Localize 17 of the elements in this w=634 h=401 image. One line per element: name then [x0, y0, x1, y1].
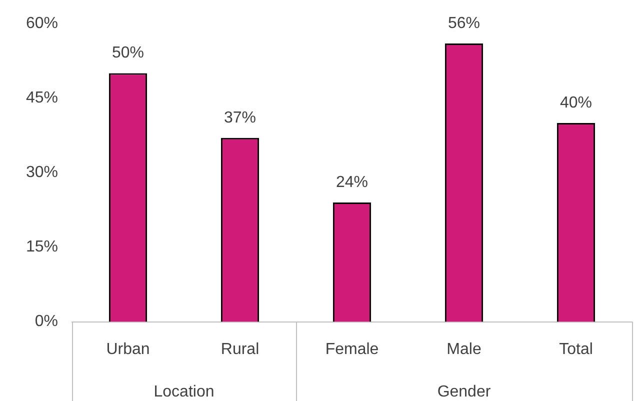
x-tick-label: Rural — [220, 340, 260, 358]
text: Location — [154, 383, 214, 400]
text: Gender — [437, 383, 492, 400]
data-label: 40% — [560, 94, 592, 112]
x-tick-label: Urban — [106, 340, 150, 358]
y-tick-label: 60% — [26, 15, 58, 32]
data-label: 24% — [336, 174, 368, 191]
y-tick-label: 30% — [26, 164, 58, 182]
y-tick-label: 45% — [26, 90, 58, 107]
data-label: 56% — [448, 14, 480, 32]
y-tick-label: 15% — [26, 238, 58, 256]
data-label: 50% — [112, 44, 144, 62]
data-label: 37% — [224, 109, 256, 126]
y-tick-label: 0% — [34, 313, 58, 330]
x-tick-label: Male — [446, 340, 482, 358]
x-tick-label: Female — [325, 340, 379, 358]
x-tick-label: Total — [559, 340, 593, 358]
